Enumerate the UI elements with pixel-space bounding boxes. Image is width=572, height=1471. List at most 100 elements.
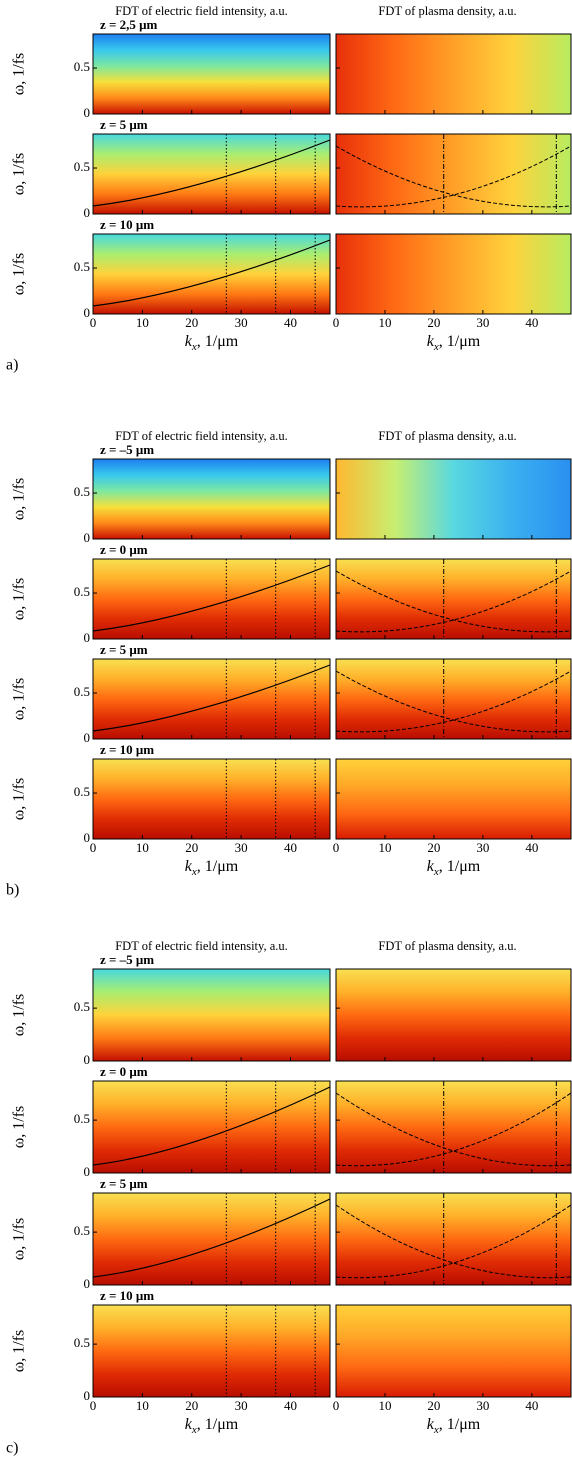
y-tick-label: 0.5 bbox=[74, 1335, 90, 1350]
x-tick-label: 10 bbox=[136, 315, 149, 330]
y-tick-label: 0 bbox=[84, 1164, 91, 1179]
x-label-subscript: x bbox=[191, 866, 197, 878]
y-tick-label: 0 bbox=[84, 305, 91, 320]
column-title: FDT of electric field intensity, a.u. bbox=[115, 429, 288, 443]
x-label-subscript: x bbox=[191, 341, 197, 353]
y-axis-label: ω, 1/fs bbox=[11, 578, 28, 621]
x-label-subscript: x bbox=[191, 1424, 197, 1436]
x-label-unit: , 1/μm bbox=[197, 858, 239, 875]
x-tick-label: 10 bbox=[378, 1398, 391, 1413]
dispersion-curve bbox=[335, 670, 572, 733]
spectrum-panel bbox=[92, 1304, 331, 1398]
x-tick-label: 10 bbox=[136, 1398, 149, 1413]
y-axis-label: ω, 1/fs bbox=[11, 153, 28, 196]
x-axis-label: kx, 1/μm bbox=[427, 333, 481, 353]
z-label: z = 5 μm bbox=[100, 117, 148, 132]
y-tick-label: 0 bbox=[84, 830, 91, 845]
y-axis-label: ω, 1/fs bbox=[11, 1218, 28, 1261]
panel-letter: c) bbox=[6, 1440, 18, 1457]
y-axis-label: ω, 1/fs bbox=[11, 778, 28, 821]
panel-letter: a) bbox=[6, 357, 18, 374]
x-tick-label: 0 bbox=[90, 1398, 97, 1413]
x-tick-label: 40 bbox=[525, 840, 538, 855]
x-label-symbol: k bbox=[427, 858, 435, 875]
spectrum-panel bbox=[335, 1192, 572, 1286]
x-tick-label: 20 bbox=[427, 1398, 440, 1413]
x-label-symbol: k bbox=[427, 1416, 435, 1433]
x-tick-label: 10 bbox=[378, 315, 391, 330]
x-label-symbol: k bbox=[185, 1416, 193, 1433]
spectrum-panel bbox=[335, 658, 572, 740]
y-tick-label: 0 bbox=[84, 530, 91, 545]
y-axis-label: ω, 1/fs bbox=[11, 478, 28, 521]
x-tick-label: 40 bbox=[284, 840, 297, 855]
x-tick-label: 40 bbox=[525, 315, 538, 330]
x-axis-label: kx, 1/μm bbox=[427, 858, 481, 878]
x-tick-label: 0 bbox=[90, 840, 97, 855]
x-label-unit: , 1/μm bbox=[439, 858, 481, 875]
spectrum-panel bbox=[335, 33, 572, 115]
y-axis-label: ω, 1/fs bbox=[11, 253, 28, 296]
spectrum-panel bbox=[335, 758, 572, 840]
y-tick-label: 0.5 bbox=[74, 1223, 90, 1238]
x-tick-label: 20 bbox=[427, 840, 440, 855]
z-label: z = 5 μm bbox=[100, 1176, 148, 1191]
z-label: z = 0 μm bbox=[100, 1064, 148, 1079]
dispersion-curve bbox=[335, 570, 572, 633]
x-axis-label: kx, 1/μm bbox=[427, 1416, 481, 1436]
spectrum-panel bbox=[92, 233, 331, 315]
y-tick-label: 0.5 bbox=[74, 684, 90, 699]
x-tick-label: 20 bbox=[185, 840, 198, 855]
dispersion-curve bbox=[92, 239, 331, 307]
x-axis-label: kx, 1/μm bbox=[185, 333, 239, 353]
spectrum-panel bbox=[335, 1304, 572, 1398]
z-label: z = –5 μm bbox=[100, 442, 154, 457]
column-title: FDT of plasma density, a.u. bbox=[378, 939, 516, 953]
z-label: z = –5 μm bbox=[100, 952, 154, 967]
spectrum-panel bbox=[92, 1080, 331, 1174]
x-tick-label: 0 bbox=[90, 315, 97, 330]
x-label-symbol: k bbox=[185, 858, 193, 875]
x-label-unit: , 1/μm bbox=[197, 333, 239, 350]
x-axis-label: kx, 1/μm bbox=[185, 1416, 239, 1436]
spectrum-panel bbox=[92, 558, 331, 640]
y-tick-label: 0 bbox=[84, 105, 91, 120]
panel-letter: b) bbox=[6, 882, 19, 899]
y-tick-label: 0.5 bbox=[74, 784, 90, 799]
x-tick-label: 0 bbox=[333, 1398, 340, 1413]
x-tick-label: 30 bbox=[235, 315, 248, 330]
x-tick-label: 0 bbox=[333, 315, 340, 330]
y-axis-label: ω, 1/fs bbox=[11, 53, 28, 96]
dispersion-curve bbox=[335, 145, 572, 208]
z-label: z = 2,5 μm bbox=[100, 17, 158, 32]
x-axis-label: kx, 1/μm bbox=[185, 858, 239, 878]
spectrum-panel bbox=[335, 458, 572, 540]
x-tick-label: 30 bbox=[476, 315, 489, 330]
y-tick-label: 0.5 bbox=[74, 59, 90, 74]
spectrum-panel bbox=[335, 1080, 572, 1174]
y-tick-label: 0 bbox=[84, 730, 91, 745]
x-tick-label: 10 bbox=[378, 840, 391, 855]
dispersion-curve bbox=[335, 670, 572, 733]
spectrum-panel bbox=[92, 658, 331, 740]
x-tick-label: 30 bbox=[476, 1398, 489, 1413]
x-label-unit: , 1/μm bbox=[197, 1416, 239, 1433]
y-tick-label: 0.5 bbox=[74, 159, 90, 174]
spectrum-panel bbox=[335, 558, 572, 640]
x-tick-label: 10 bbox=[136, 840, 149, 855]
x-tick-label: 40 bbox=[525, 1398, 538, 1413]
y-tick-label: 0 bbox=[84, 205, 91, 220]
x-label-subscript: x bbox=[433, 866, 439, 878]
spectrum-panel bbox=[335, 968, 572, 1062]
x-tick-label: 40 bbox=[284, 1398, 297, 1413]
dispersion-curve bbox=[92, 664, 331, 732]
y-tick-label: 0.5 bbox=[74, 259, 90, 274]
dispersion-curve bbox=[335, 570, 572, 633]
y-axis-label: ω, 1/fs bbox=[11, 994, 28, 1037]
spectrum-panel bbox=[335, 133, 572, 215]
y-tick-label: 0 bbox=[84, 1052, 91, 1067]
dispersion-curve bbox=[92, 1086, 331, 1166]
spectrum-panel bbox=[92, 458, 331, 540]
x-tick-label: 30 bbox=[235, 1398, 248, 1413]
